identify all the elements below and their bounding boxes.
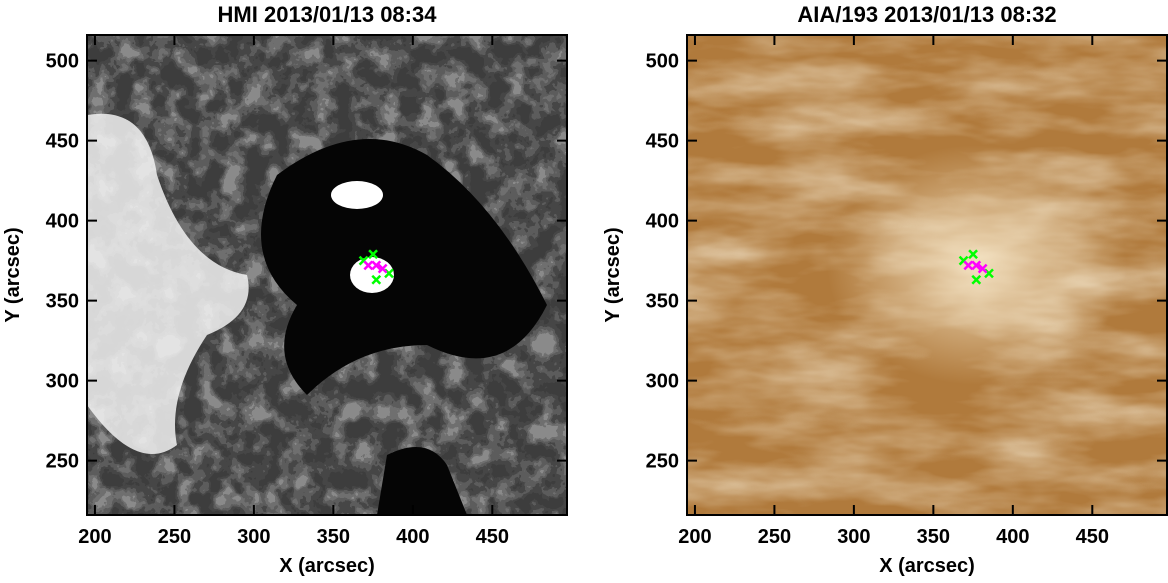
chart-title: HMI 2013/01/13 08:34 — [218, 2, 438, 27]
marker — [971, 260, 982, 271]
x-tick-label: 300 — [837, 526, 870, 548]
marker — [371, 274, 382, 285]
y-tick-label: 250 — [646, 451, 679, 473]
y-tick-label: 300 — [46, 371, 79, 393]
x-tick-label: 300 — [237, 526, 270, 548]
positive-core — [350, 257, 394, 293]
x-tick-label: 200 — [78, 526, 111, 548]
x-tick-label: 400 — [396, 526, 429, 548]
plot-frame — [686, 34, 1168, 516]
x-tick-label: 450 — [476, 526, 509, 548]
y-tick-label: 250 — [46, 451, 79, 473]
negative-region — [377, 447, 467, 515]
chart-title: AIA/193 2013/01/13 08:32 — [797, 2, 1056, 27]
x-tick-label: 250 — [158, 526, 191, 548]
y-tick-label: 400 — [646, 211, 679, 233]
y-tick-label: 500 — [646, 51, 679, 73]
y-tick-label: 450 — [646, 131, 679, 153]
y-tick-label: 500 — [46, 51, 79, 73]
y-tick-label: 350 — [646, 291, 679, 313]
marker — [968, 249, 978, 260]
x-tick-label: 350 — [917, 526, 950, 548]
marker — [971, 274, 982, 285]
marker — [371, 260, 382, 271]
y-tick-label: 350 — [46, 291, 79, 313]
x-tick-label: 350 — [317, 526, 350, 548]
y-axis-label: Y (arcsec) — [602, 227, 624, 322]
x-tick-label: 450 — [1076, 526, 1109, 548]
plot-frame — [86, 34, 568, 516]
marker — [977, 263, 988, 274]
x-axis-label: X (arcsec) — [279, 555, 375, 577]
y-tick-label: 400 — [46, 211, 79, 233]
y-axis-label: Y (arcsec) — [2, 227, 24, 322]
y-tick-label: 450 — [46, 131, 79, 153]
positive-region — [87, 113, 249, 454]
y-tick-label: 300 — [646, 371, 679, 393]
negative-region — [261, 139, 547, 395]
x-tick-label: 400 — [996, 526, 1029, 548]
chart-panel: AIA/193 2013/01/13 08:32 X (arcsec) Y (arc… — [602, 2, 1168, 577]
marker — [363, 260, 374, 271]
marker — [368, 249, 378, 260]
marker — [963, 260, 974, 271]
positive-core — [331, 181, 383, 209]
marker — [377, 263, 388, 274]
x-tick-label: 250 — [758, 526, 791, 548]
x-axis-label: X (arcsec) — [879, 555, 975, 577]
x-tick-label: 200 — [678, 526, 711, 548]
chart-panel: HMI 2013/01/13 08:34 X (arcsec) Y (arcsec)… — [2, 2, 568, 577]
